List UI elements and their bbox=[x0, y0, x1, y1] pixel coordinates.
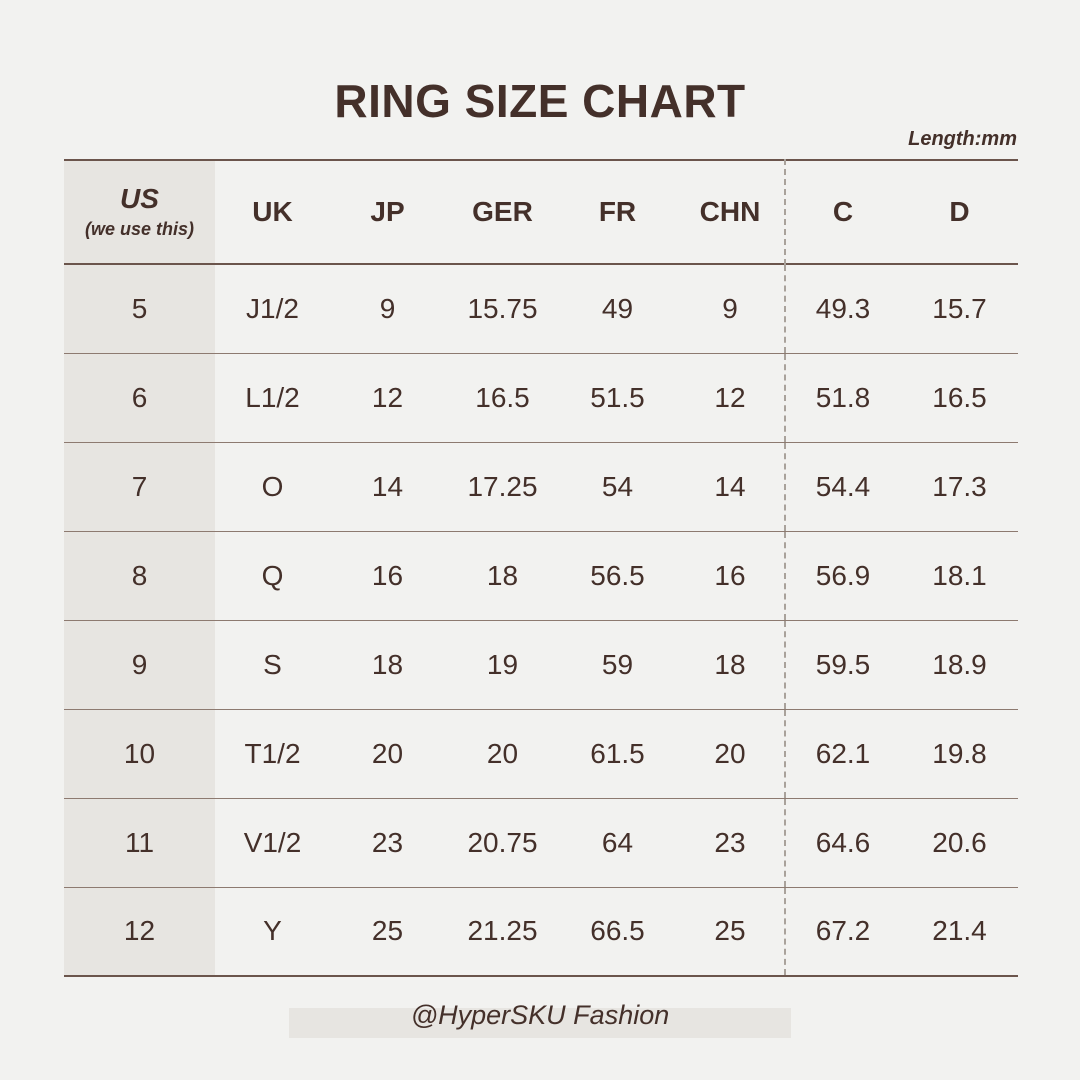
cell-uk: T1/2 bbox=[215, 709, 330, 799]
cell-uk: Y bbox=[215, 887, 330, 977]
cell-fr: 66.5 bbox=[560, 887, 675, 977]
cell-chn: 20 bbox=[675, 709, 785, 799]
cell-us: 7 bbox=[64, 442, 215, 532]
cell-us: 9 bbox=[64, 620, 215, 710]
cell-fr: 51.5 bbox=[560, 353, 675, 443]
cell-uk: J1/2 bbox=[215, 264, 330, 354]
table-row: 10 T1/2 20 20 61.5 20 62.1 19.8 bbox=[64, 709, 1018, 799]
cell-jp: 18 bbox=[330, 620, 445, 710]
cell-fr: 59 bbox=[560, 620, 675, 710]
table-row: 11 V1/2 23 20.75 64 23 64.6 20.6 bbox=[64, 798, 1018, 888]
page-title: RING SIZE CHART bbox=[334, 75, 746, 127]
cell-d: 16.5 bbox=[901, 353, 1018, 443]
cell-c: 67.2 bbox=[784, 887, 901, 977]
cell-d: 15.7 bbox=[901, 264, 1018, 354]
cell-c: 51.8 bbox=[784, 353, 901, 443]
cell-chn: 14 bbox=[675, 442, 785, 532]
table-header-row: US (we use this) UK JP GER FR CHN C D bbox=[64, 159, 1018, 266]
cell-c: 49.3 bbox=[784, 264, 901, 354]
cell-chn: 12 bbox=[675, 353, 785, 443]
cell-ger: 21.25 bbox=[445, 887, 560, 977]
cell-chn: 16 bbox=[675, 531, 785, 621]
cell-c: 64.6 bbox=[784, 798, 901, 888]
cell-c: 56.9 bbox=[784, 531, 901, 621]
cell-fr: 64 bbox=[560, 798, 675, 888]
table-body: 5 J1/2 9 15.75 49 9 49.3 15.7 6 L1/2 12 16.5 51.5 12 5… bbox=[64, 264, 1018, 977]
footer-credit: @HyperSKU Fashion bbox=[410, 1000, 670, 1030]
cell-fr: 56.5 bbox=[560, 531, 675, 621]
cell-uk: L1/2 bbox=[215, 353, 330, 443]
cell-uk: O bbox=[215, 442, 330, 532]
cell-fr: 49 bbox=[560, 264, 675, 354]
column-header-chn: CHN bbox=[675, 159, 785, 265]
cell-us: 10 bbox=[64, 709, 215, 799]
cell-c: 59.5 bbox=[784, 620, 901, 710]
cell-chn: 18 bbox=[675, 620, 785, 710]
table-row: 8 Q 16 18 56.5 16 56.9 18.1 bbox=[64, 531, 1018, 621]
table-row: 6 L1/2 12 16.5 51.5 12 51.8 16.5 bbox=[64, 353, 1018, 443]
cell-jp: 14 bbox=[330, 442, 445, 532]
table-row: 7 O 14 17.25 54 14 54.4 17.3 bbox=[64, 442, 1018, 532]
cell-jp: 25 bbox=[330, 887, 445, 977]
cell-ger: 18 bbox=[445, 531, 560, 621]
cell-c: 62.1 bbox=[784, 709, 901, 799]
column-header-jp: JP bbox=[330, 159, 445, 265]
column-header-us: US (we use this) bbox=[64, 159, 215, 265]
cell-d: 17.3 bbox=[901, 442, 1018, 532]
cell-uk: S bbox=[215, 620, 330, 710]
column-header-us-note: (we use this) bbox=[84, 218, 195, 239]
cell-jp: 16 bbox=[330, 531, 445, 621]
cell-us: 8 bbox=[64, 531, 215, 621]
table-row: 5 J1/2 9 15.75 49 9 49.3 15.7 bbox=[64, 264, 1018, 354]
cell-c: 54.4 bbox=[784, 442, 901, 532]
length-unit-note: Length:mm bbox=[908, 128, 1017, 150]
column-header-d: D bbox=[901, 159, 1018, 265]
table-row: 9 S 18 19 59 18 59.5 18.9 bbox=[64, 620, 1018, 710]
cell-d: 19.8 bbox=[901, 709, 1018, 799]
column-header-us-label: US bbox=[120, 183, 159, 215]
footer-band bbox=[289, 1008, 791, 1038]
cell-fr: 54 bbox=[560, 442, 675, 532]
cell-jp: 20 bbox=[330, 709, 445, 799]
cell-uk: V1/2 bbox=[215, 798, 330, 888]
cell-d: 18.9 bbox=[901, 620, 1018, 710]
cell-jp: 12 bbox=[330, 353, 445, 443]
cell-d: 20.6 bbox=[901, 798, 1018, 888]
cell-ger: 17.25 bbox=[445, 442, 560, 532]
cell-us: 5 bbox=[64, 264, 215, 354]
table-row: 12 Y 25 21.25 66.5 25 67.2 21.4 bbox=[64, 887, 1018, 977]
cell-us: 12 bbox=[64, 887, 215, 977]
cell-jp: 9 bbox=[330, 264, 445, 354]
cell-ger: 19 bbox=[445, 620, 560, 710]
cell-us: 11 bbox=[64, 798, 215, 888]
cell-uk: Q bbox=[215, 531, 330, 621]
column-header-c: C bbox=[784, 159, 901, 266]
cell-ger: 16.5 bbox=[445, 353, 560, 443]
cell-ger: 20.75 bbox=[445, 798, 560, 888]
column-header-ger: GER bbox=[445, 159, 560, 265]
column-header-uk: UK bbox=[215, 159, 330, 265]
cell-ger: 20 bbox=[445, 709, 560, 799]
cell-chn: 23 bbox=[675, 798, 785, 888]
cell-chn: 25 bbox=[675, 887, 785, 977]
cell-us: 6 bbox=[64, 353, 215, 443]
cell-d: 18.1 bbox=[901, 531, 1018, 621]
cell-jp: 23 bbox=[330, 798, 445, 888]
column-header-fr: FR bbox=[560, 159, 675, 265]
cell-fr: 61.5 bbox=[560, 709, 675, 799]
cell-d: 21.4 bbox=[901, 887, 1018, 977]
cell-chn: 9 bbox=[675, 264, 785, 354]
cell-ger: 15.75 bbox=[445, 264, 560, 354]
